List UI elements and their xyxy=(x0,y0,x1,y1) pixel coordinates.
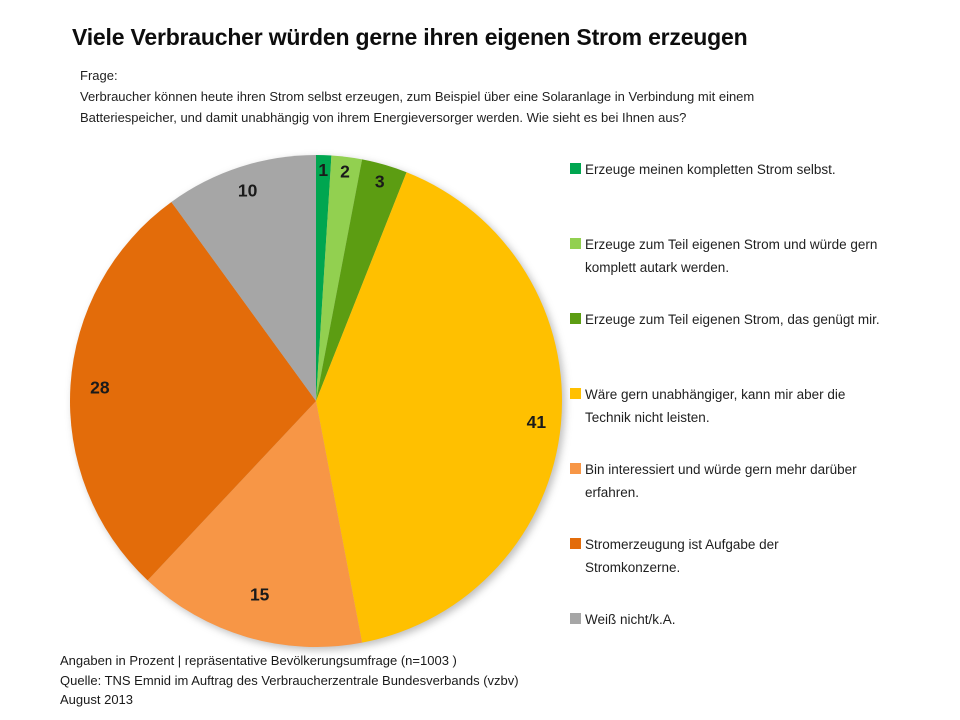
pie-value-labels-group: 1 2 3 41 15 28 10 xyxy=(90,160,546,605)
pie-slice-1 xyxy=(316,155,332,401)
legend-label: Erzeuge zum Teil eigenen Strom und würde… xyxy=(585,237,878,275)
pie-slices-group xyxy=(69,155,563,647)
footnote-line-source: Quelle: TNS Emnid im Auftrag des Verbrau… xyxy=(60,672,519,688)
question-text-line-1: Verbraucher können heute ihren Strom sel… xyxy=(80,89,755,104)
legend: Erzeuge meinen kompletten Strom selbst. E… xyxy=(570,0,915,720)
pie-slice-3 xyxy=(316,159,407,401)
page-title: Viele Verbraucher würden gerne ihren eig… xyxy=(72,24,748,50)
legend-swatch-icon xyxy=(570,463,581,474)
footnote-line-date: August 2013 xyxy=(60,692,134,707)
legend-swatch-icon xyxy=(570,163,581,174)
footnote-line-sample: Angaben in Prozent | repräsentative Bevö… xyxy=(60,653,457,668)
legend-item-6: Stromerzeugung ist Aufgabe der Stromkonz… xyxy=(570,533,915,579)
pie-slice-5 xyxy=(147,401,363,647)
legend-label: Weiß nicht/k.A. xyxy=(585,612,676,627)
pie-value-label-7: 10 xyxy=(238,180,258,200)
legend-label: Stromerzeugung ist Aufgabe der Stromkonz… xyxy=(585,537,779,575)
pie-value-label-6: 28 xyxy=(90,377,110,397)
legend-swatch-icon xyxy=(570,313,581,324)
pie-value-label-5: 15 xyxy=(250,585,270,605)
pie-slice-4 xyxy=(316,172,563,643)
legend-label: Bin interessiert und würde gern mehr dar… xyxy=(585,462,857,500)
legend-swatch-icon xyxy=(570,238,581,249)
question-label: Frage: xyxy=(80,68,118,83)
legend-item-7: Weiß nicht/k.A. xyxy=(570,608,915,631)
legend-item-4: Wäre gern unabhängiger, kann mir aber di… xyxy=(570,383,915,429)
legend-label: Erzeuge zum Teil eigenen Strom, das genü… xyxy=(585,312,880,327)
legend-swatch-icon xyxy=(570,538,581,549)
legend-swatch-icon xyxy=(570,613,581,624)
legend-item-3: Erzeuge zum Teil eigenen Strom, das genü… xyxy=(570,308,915,331)
pie-value-label-1: 1 xyxy=(318,160,328,180)
pie-value-label-2: 2 xyxy=(340,162,350,182)
footnote: Angaben in Prozent | repräsentative Bevö… xyxy=(60,651,519,710)
pie-slice-6 xyxy=(69,201,316,581)
legend-item-5: Bin interessiert und würde gern mehr dar… xyxy=(570,458,915,504)
legend-label: Wäre gern unabhängiger, kann mir aber di… xyxy=(585,387,846,425)
legend-item-2: Erzeuge zum Teil eigenen Strom und würde… xyxy=(570,233,915,279)
pie-slice-7 xyxy=(171,155,316,401)
legend-label: Erzeuge meinen kompletten Strom selbst. xyxy=(585,162,836,177)
legend-swatch-icon xyxy=(570,388,581,399)
pie-value-label-3: 3 xyxy=(375,171,385,191)
legend-item-1: Erzeuge meinen kompletten Strom selbst. xyxy=(570,158,915,181)
pie-value-label-4: 41 xyxy=(527,412,547,432)
pie-chart: 1 2 3 41 15 28 10 xyxy=(69,155,563,647)
question-block: Frage: Verbraucher können heute ihren St… xyxy=(80,65,754,128)
question-text-line-2: Batteriespeicher, und damit unabhängig v… xyxy=(80,110,687,125)
pie-slice-2 xyxy=(316,155,363,401)
